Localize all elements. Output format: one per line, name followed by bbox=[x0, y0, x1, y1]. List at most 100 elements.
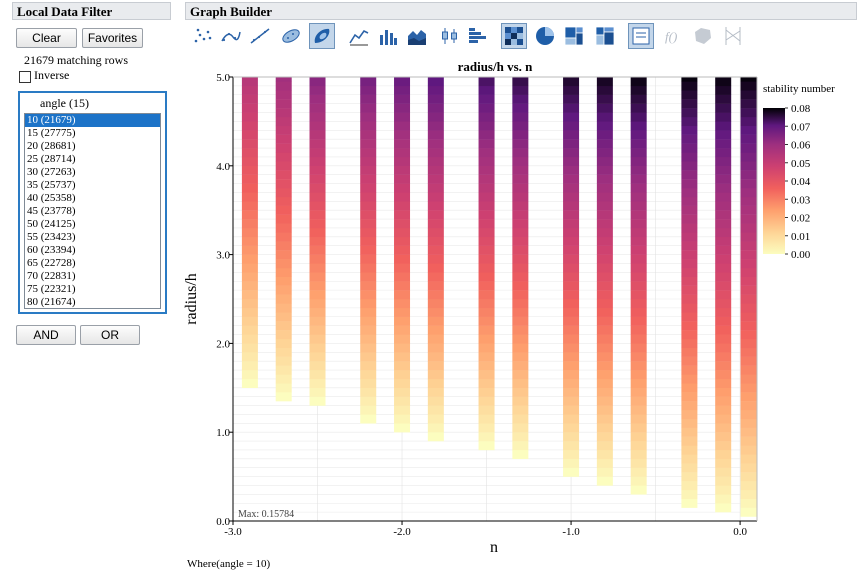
mosaic-icon[interactable] bbox=[592, 23, 618, 49]
heat-cell bbox=[715, 423, 732, 433]
heat-cell bbox=[394, 219, 411, 229]
heat-cell bbox=[596, 227, 613, 238]
heat-cell bbox=[630, 307, 647, 317]
angle-list-item[interactable]: 35 (25737) bbox=[27, 179, 76, 191]
heat-cell bbox=[512, 272, 529, 282]
heat-cell bbox=[715, 192, 732, 202]
heat-cell bbox=[241, 227, 258, 238]
heat-cell bbox=[427, 236, 444, 246]
heat-cell bbox=[596, 165, 613, 175]
angle-list-item[interactable]: 70 (22831) bbox=[27, 270, 76, 282]
heat-cell bbox=[563, 299, 580, 309]
heat-cell bbox=[241, 148, 258, 158]
heat-cell bbox=[427, 387, 444, 397]
heat-cell bbox=[478, 263, 495, 273]
favorites-button[interactable]: Favorites bbox=[82, 28, 143, 48]
matching-rows-count: 21679 matching rows bbox=[24, 53, 128, 67]
parallel-icon[interactable] bbox=[720, 23, 746, 49]
angle-list-item[interactable]: 30 (27263) bbox=[27, 166, 76, 178]
and-button[interactable]: AND bbox=[16, 325, 76, 345]
heat-cell bbox=[630, 343, 647, 353]
heat-cell bbox=[241, 281, 258, 291]
heat-cell bbox=[241, 103, 258, 113]
heat-cell bbox=[681, 401, 698, 411]
angle-list-item[interactable]: 75 (22321) bbox=[27, 283, 76, 295]
line-of-fit-icon[interactable] bbox=[247, 23, 273, 49]
map-shapes-icon[interactable] bbox=[690, 23, 716, 49]
heat-cell bbox=[740, 303, 757, 313]
heat-cell bbox=[740, 347, 757, 357]
angle-list-item[interactable]: 40 (25358) bbox=[27, 192, 76, 204]
heat-cell bbox=[740, 481, 757, 491]
histogram-icon[interactable] bbox=[465, 23, 491, 49]
angle-list-item[interactable]: 15 (27775) bbox=[27, 127, 76, 139]
angle-list-item[interactable]: 80 (21674) bbox=[27, 296, 76, 308]
heat-cell bbox=[630, 254, 647, 264]
heat-cell bbox=[394, 112, 411, 122]
smoother-icon[interactable] bbox=[218, 23, 244, 49]
angle-list-item[interactable]: 50 (24125) bbox=[27, 218, 76, 230]
caption-box-icon[interactable] bbox=[628, 23, 654, 49]
heat-cell bbox=[427, 272, 444, 282]
heat-cell bbox=[563, 325, 580, 335]
inverse-checkbox[interactable] bbox=[19, 71, 31, 83]
heat-cell bbox=[512, 352, 529, 362]
heat-cell bbox=[596, 139, 613, 149]
heat-cell bbox=[630, 121, 647, 131]
heat-cell bbox=[715, 148, 732, 158]
angle-list-item[interactable]: 65 (22728) bbox=[27, 257, 76, 269]
heat-cell bbox=[740, 152, 757, 162]
heat-cell bbox=[241, 245, 258, 255]
heat-cell bbox=[715, 467, 732, 477]
heat-cell bbox=[309, 201, 326, 211]
angle-list-item[interactable]: 45 (23778) bbox=[27, 205, 76, 217]
heat-cell bbox=[275, 285, 292, 295]
formula-icon[interactable]: f() bbox=[659, 23, 685, 49]
heat-column bbox=[309, 77, 326, 406]
heat-cell bbox=[478, 85, 495, 95]
heat-cell bbox=[512, 361, 529, 371]
heat-cell bbox=[596, 396, 613, 406]
area-icon[interactable] bbox=[404, 23, 430, 49]
heat-cell bbox=[715, 458, 732, 468]
heat-cell bbox=[512, 343, 529, 353]
heat-cell bbox=[427, 405, 444, 415]
heat-cell bbox=[715, 352, 732, 362]
angle-list-item[interactable]: 10 (21679) bbox=[25, 114, 160, 127]
heat-cell bbox=[394, 254, 411, 264]
graph-builder-title: Graph Builder bbox=[190, 4, 272, 19]
heat-cell bbox=[241, 361, 258, 371]
angle-list-item[interactable]: 20 (28681) bbox=[27, 140, 76, 152]
heat-cell bbox=[596, 183, 613, 193]
heat-cell bbox=[681, 312, 698, 322]
heat-cell bbox=[478, 112, 495, 122]
line-icon[interactable] bbox=[346, 23, 372, 49]
pie-icon[interactable] bbox=[532, 23, 558, 49]
legend-tick-label: 0.06 bbox=[791, 140, 811, 152]
legend-tick-label: 0.02 bbox=[791, 213, 810, 225]
treemap-icon[interactable] bbox=[561, 23, 587, 49]
heat-cell bbox=[740, 498, 757, 508]
angle-list-item[interactable]: 25 (28714) bbox=[27, 153, 76, 165]
heat-cell bbox=[512, 299, 529, 309]
angle-list-item[interactable]: 60 (23394) bbox=[27, 244, 76, 256]
heat-cell bbox=[715, 85, 732, 95]
y-axis-label: radius/h bbox=[182, 273, 200, 325]
or-button[interactable]: OR bbox=[80, 325, 140, 345]
box-plot-icon[interactable] bbox=[437, 23, 463, 49]
heatmap-icon[interactable] bbox=[501, 23, 527, 49]
heat-cell bbox=[275, 99, 292, 109]
ellipse-icon[interactable] bbox=[278, 23, 304, 49]
points-icon[interactable] bbox=[190, 23, 216, 49]
heat-cell bbox=[427, 281, 444, 291]
clear-button[interactable]: Clear bbox=[16, 28, 77, 48]
heat-cell bbox=[512, 334, 529, 344]
legend-tick-label: 0.08 bbox=[791, 103, 811, 115]
heat-cell bbox=[740, 77, 757, 82]
bar-icon[interactable] bbox=[375, 23, 401, 49]
heat-cell bbox=[309, 290, 326, 300]
contour-icon[interactable] bbox=[309, 23, 335, 49]
angle-list[interactable]: 10 (21679) 15 (27775) 20 (28681) 25 (28714)… bbox=[24, 113, 161, 309]
angle-list-item[interactable]: 55 (23423) bbox=[27, 231, 76, 243]
heat-cell bbox=[360, 334, 377, 344]
